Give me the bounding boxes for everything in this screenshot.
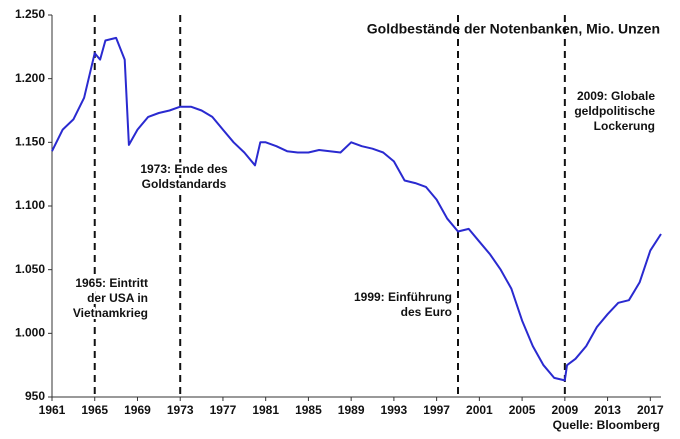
annotation: Vietnamkrieg xyxy=(73,306,148,320)
annotation: 2009: Globale xyxy=(577,89,655,103)
x-tick-label: 1993 xyxy=(381,403,408,417)
y-tick-label: 1.200 xyxy=(15,71,45,85)
x-tick-label: 1985 xyxy=(295,403,322,417)
x-tick-label: 2005 xyxy=(509,403,536,417)
y-tick-label: 1.150 xyxy=(15,135,45,149)
x-tick-label: 1989 xyxy=(338,403,365,417)
chart-title: Goldbestände der Notenbanken, Mio. Unzen xyxy=(367,21,660,37)
y-tick-label: 1.250 xyxy=(15,7,45,21)
source: Quelle: Bloomberg xyxy=(553,418,660,432)
x-tick-label: 1977 xyxy=(210,403,237,417)
x-tick-label: 1997 xyxy=(423,403,450,417)
x-tick-label: 1961 xyxy=(39,403,66,417)
x-tick-label: 1965 xyxy=(81,403,108,417)
data-line xyxy=(51,36,662,382)
x-tick-label: 2017 xyxy=(637,403,664,417)
annotation: geldpolitische xyxy=(574,104,655,118)
y-tick-label: 950 xyxy=(25,389,45,403)
annotation: Lockerung xyxy=(594,119,655,133)
annotation: 1973: Ende des xyxy=(140,162,228,176)
annotation: Goldstandards xyxy=(142,177,227,191)
x-tick-label: 1969 xyxy=(124,403,151,417)
y-tick-label: 1.100 xyxy=(15,198,45,212)
y-tick-label: 1.000 xyxy=(15,326,45,340)
annotation: 1999: Einführung xyxy=(354,290,452,304)
x-tick-label: 2009 xyxy=(551,403,578,417)
annotation: der USA in xyxy=(87,291,148,305)
annotation: des Euro xyxy=(401,305,452,319)
x-tick-label: 1973 xyxy=(167,403,194,417)
annotation: 1965: Eintritt xyxy=(75,276,148,290)
y-tick-label: 1.050 xyxy=(15,262,45,276)
x-tick-label: 2013 xyxy=(594,403,621,417)
x-tick-label: 1981 xyxy=(252,403,279,417)
x-tick-label: 2001 xyxy=(466,403,493,417)
